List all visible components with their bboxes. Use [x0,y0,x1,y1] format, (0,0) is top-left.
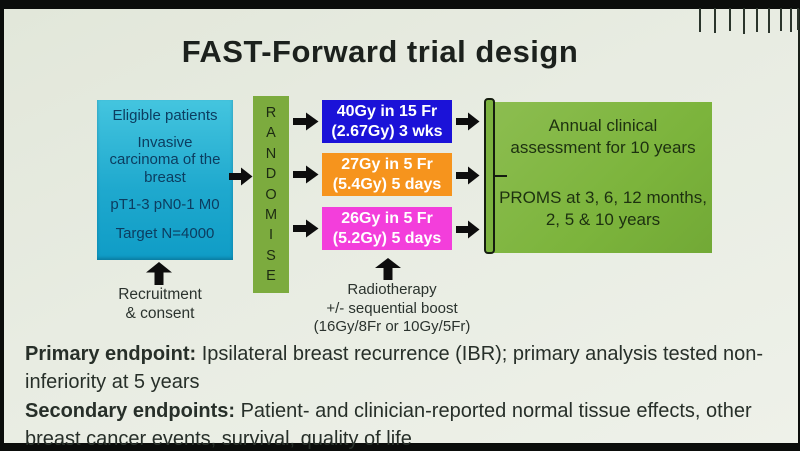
arrow-right-icon [456,112,480,131]
randomise-bar: R A N D O M I S E [253,96,289,293]
arm-schedule: (5.4Gy) 5 days [332,176,442,193]
arrow-up-icon [374,258,402,280]
arrow-right-icon [293,112,319,131]
treatment-arm-box-26gy: 26Gy in 5 Fr (5.2Gy) 5 days [322,207,452,250]
artifact-line [780,8,782,31]
arrow-right-icon [456,166,480,185]
arrow-right-icon [293,165,319,184]
followup-box: Annual clinical assessment for 10 years … [494,102,712,253]
screen-bezel-right [798,9,800,139]
artifact-line [768,8,770,33]
arm-dose: 26Gy in 5 Fr [341,210,433,227]
artifact-line [756,8,758,32]
arm-schedule: (5.2Gy) 5 days [332,230,442,247]
secondary-endpoints-label: Secondary endpoints: [25,400,236,422]
eligibility-diagnosis: Invasive carcinoma of the breast [109,133,221,186]
artifact-line [699,8,701,32]
eligibility-staging: pT1-3 pN0-1 M0 [110,196,220,213]
arrow-up-icon [145,262,173,285]
radiotherapy-note: Radiotherapy +/- sequential boost (16Gy/… [313,281,471,335]
arm-schedule: (2.67Gy) 3 wks [331,123,443,140]
brace-icon [479,97,509,256]
followup-assessment: Annual clinical assessment for 10 years [510,116,696,157]
eligibility-box: Eligible patients Invasive carcinoma of … [97,100,233,260]
primary-endpoint-label: Primary endpoint: [25,343,197,365]
recruitment-note: Recruitment & consent [118,286,202,322]
arrow-right-icon [293,219,319,238]
arm-dose: 27Gy in 5 Fr [341,156,433,173]
screen-bezel-top [0,0,800,9]
arm-dose: 40Gy in 15 Fr [336,103,438,120]
treatment-arm-box-40gy: 40Gy in 15 Fr (2.67Gy) 3 wks [322,100,452,143]
primary-endpoint-body: Ipsilateral breast recurrence (IBR); pri… [25,343,764,393]
primary-endpoint-text: Primary endpoint: Ipsilateral breast rec… [25,341,779,396]
secondary-endpoints-body: Patient- and clinician-reported normal t… [25,400,752,450]
artifact-line [729,8,731,31]
arrow-right-icon [456,220,480,239]
arrow-right-icon [229,167,253,186]
followup-proms: PROMS at 3, 6, 12 months, 2, 5 & 10 year… [499,188,707,229]
screen-bezel-bottom [0,443,800,451]
artifact-line [743,8,745,34]
eligibility-heading: Eligible patients [112,107,218,124]
page-title: FAST-Forward trial design [181,34,579,69]
secondary-endpoints-text: Secondary endpoints: Patient- and clinic… [25,398,779,451]
artifact-line [790,8,792,32]
treatment-arm-box-27gy: 27Gy in 5 Fr (5.4Gy) 5 days [322,153,452,196]
screen-bezel-left [0,0,4,451]
artifact-line [714,8,716,33]
eligibility-target: Target N=4000 [115,224,215,242]
artifact-line [797,8,799,30]
